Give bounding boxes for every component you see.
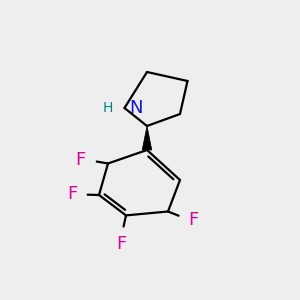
Text: H: H [103,101,113,115]
Text: N: N [129,99,142,117]
Text: F: F [67,185,77,203]
Text: F: F [188,211,199,229]
Text: F: F [75,151,85,169]
Polygon shape [142,126,152,150]
Text: F: F [117,235,127,253]
